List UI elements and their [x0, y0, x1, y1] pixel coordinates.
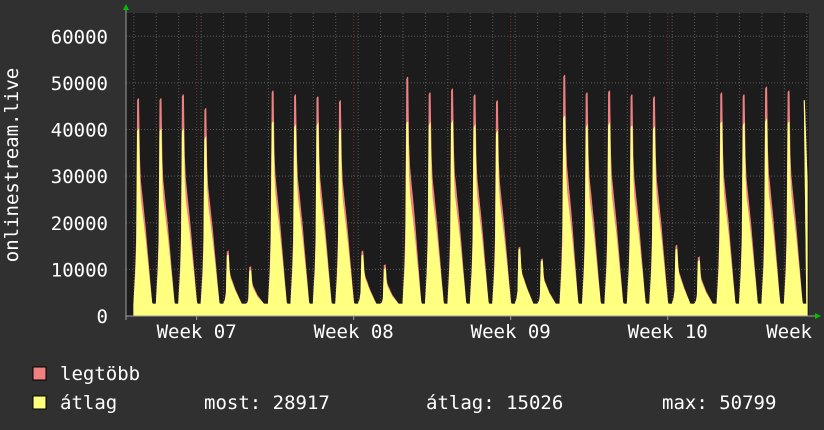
y-tick-label: 30000	[51, 166, 108, 188]
y-tick-label: 20000	[51, 213, 108, 235]
y-tick-label: 0	[97, 306, 108, 328]
x-tick-label: Week 10	[628, 321, 708, 343]
x-tick-label: Week	[766, 321, 812, 343]
legend-swatch-max	[32, 366, 47, 381]
y-tick-label: 60000	[51, 26, 108, 48]
x-tick-label: Week 09	[471, 321, 551, 343]
plot-area	[126, 13, 809, 316]
stat-maximum: max: 50799	[662, 392, 776, 414]
y-tick-label: 50000	[51, 73, 108, 95]
y-axis-label: onlinestream.live	[1, 68, 23, 262]
legend: legtöbb átlag most: 28917 átlag: 15026 m…	[32, 363, 776, 414]
y-tick-label: 10000	[51, 259, 108, 281]
grid	[126, 13, 809, 316]
series-layer	[133, 74, 808, 317]
legend-label-max: legtöbb	[60, 363, 140, 385]
x-tick-labels: Week 07 Week 08 Week 09 Week 10 Week	[157, 321, 813, 343]
stat-average: átlag: 15026	[426, 392, 563, 414]
y-axis-arrow	[123, 4, 129, 10]
x-tick-label: Week 08	[314, 321, 394, 343]
y-tick-labels: 0 10000 20000 30000 40000 50000 60000	[51, 26, 108, 328]
y-tick-label: 40000	[51, 120, 108, 142]
x-axis-arrow	[815, 313, 821, 319]
x-tick-label: Week 07	[157, 321, 237, 343]
axes	[123, 4, 821, 320]
series-area-avg	[133, 100, 808, 317]
legend-swatch-avg	[32, 395, 47, 410]
legend-label-avg: átlag	[60, 392, 117, 414]
stat-current: most: 28917	[204, 392, 330, 414]
